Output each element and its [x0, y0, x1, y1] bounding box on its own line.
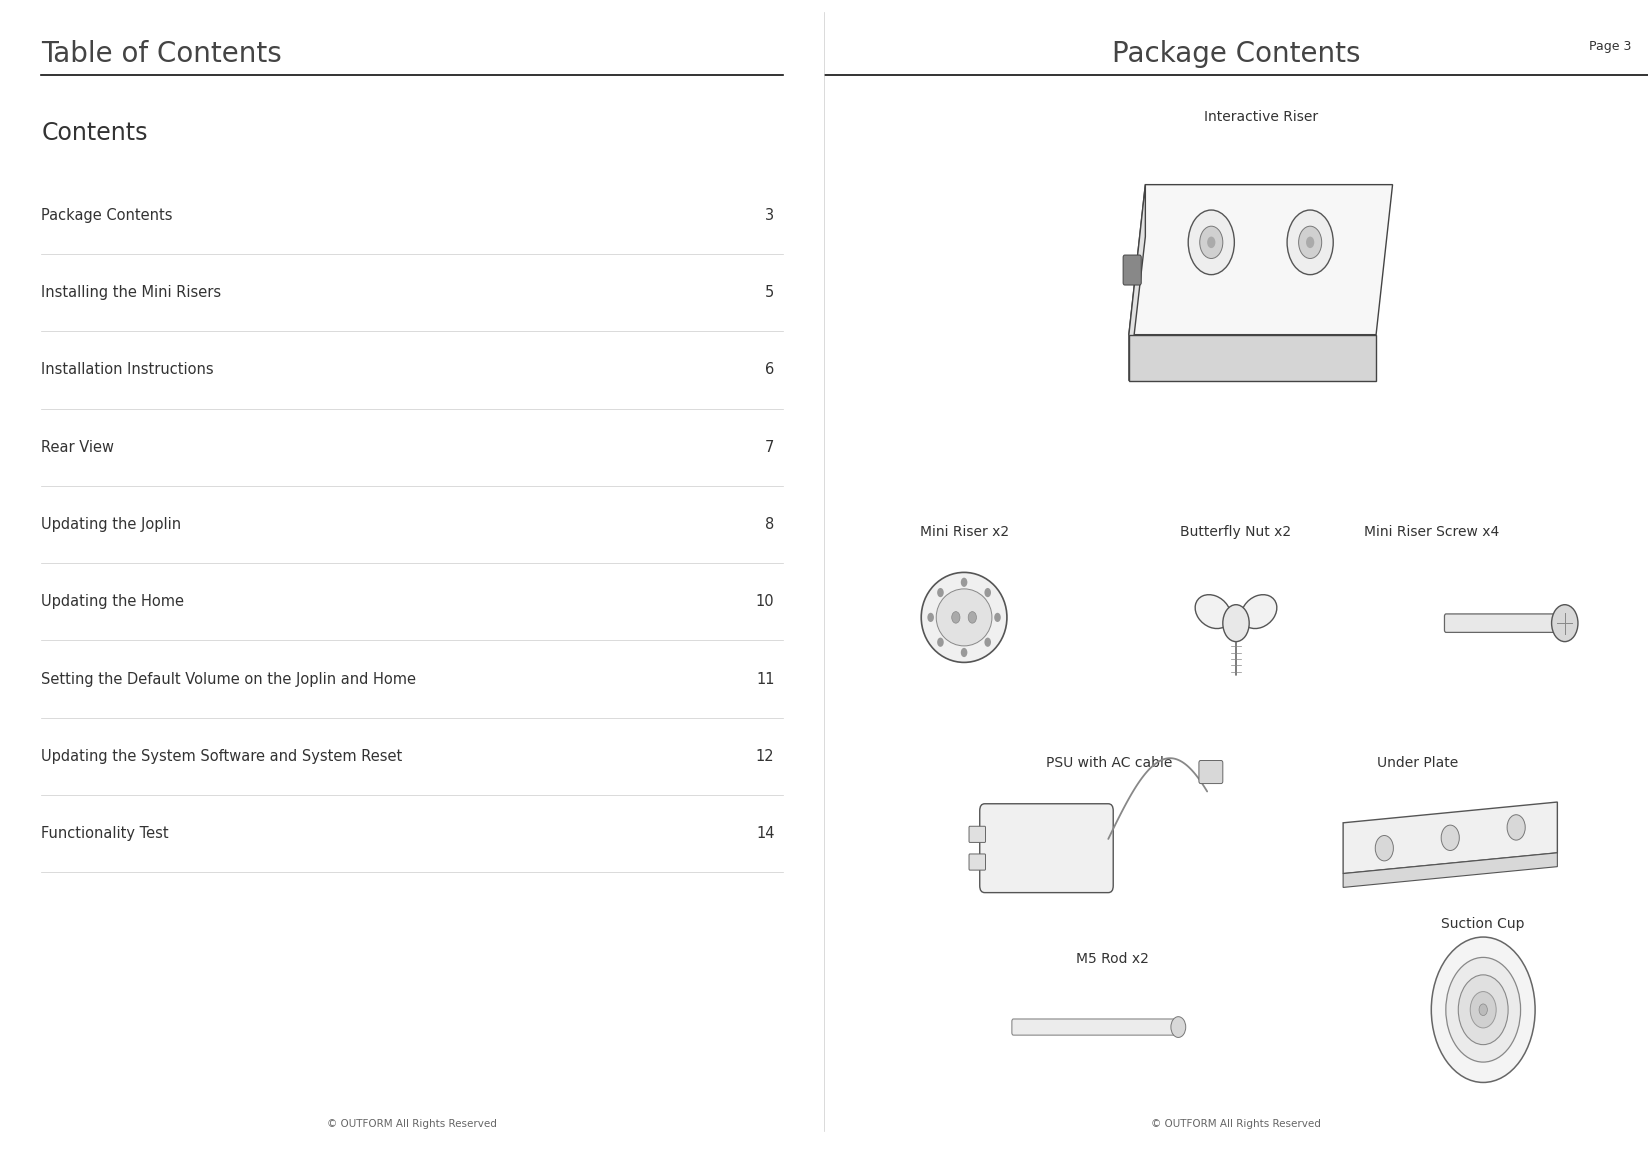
Text: 11: 11	[756, 672, 775, 687]
Circle shape	[1374, 835, 1394, 861]
Text: Mini Riser Screw x4: Mini Riser Screw x4	[1365, 525, 1500, 539]
Polygon shape	[1129, 185, 1393, 335]
Ellipse shape	[1241, 594, 1277, 629]
Circle shape	[1200, 226, 1223, 258]
Text: Rear View: Rear View	[41, 440, 114, 455]
Polygon shape	[1129, 335, 1376, 381]
Circle shape	[961, 578, 967, 587]
FancyBboxPatch shape	[1012, 1019, 1180, 1035]
Circle shape	[969, 612, 976, 623]
Text: Functionality Test: Functionality Test	[41, 826, 168, 841]
Text: Interactive Riser: Interactive Riser	[1203, 110, 1318, 123]
Circle shape	[1506, 815, 1526, 840]
Text: Butterfly Nut x2: Butterfly Nut x2	[1180, 525, 1292, 539]
Text: 12: 12	[756, 749, 775, 764]
FancyBboxPatch shape	[1444, 614, 1554, 632]
Text: © OUTFORM All Rights Reserved: © OUTFORM All Rights Reserved	[1150, 1118, 1322, 1129]
Circle shape	[1170, 1017, 1187, 1037]
Circle shape	[1430, 937, 1536, 1082]
Text: Package Contents: Package Contents	[1112, 40, 1360, 68]
Text: 14: 14	[756, 826, 775, 841]
Circle shape	[1552, 605, 1577, 642]
Circle shape	[1299, 226, 1322, 258]
Circle shape	[984, 638, 990, 647]
Circle shape	[938, 638, 944, 647]
Text: Setting the Default Volume on the Joplin and Home: Setting the Default Volume on the Joplin…	[41, 672, 417, 687]
Text: 7: 7	[765, 440, 775, 455]
Circle shape	[994, 613, 1000, 622]
Text: Contents: Contents	[41, 121, 148, 145]
Circle shape	[1287, 210, 1333, 275]
Text: Table of Contents: Table of Contents	[41, 40, 282, 68]
Circle shape	[1458, 975, 1508, 1044]
Text: Updating the Home: Updating the Home	[41, 594, 185, 609]
FancyBboxPatch shape	[969, 826, 986, 842]
Text: Updating the System Software and System Reset: Updating the System Software and System …	[41, 749, 402, 764]
Polygon shape	[1129, 185, 1145, 381]
Circle shape	[1307, 237, 1313, 248]
Text: Page 3: Page 3	[1589, 40, 1632, 53]
Circle shape	[938, 587, 944, 597]
Circle shape	[928, 613, 934, 622]
Text: 10: 10	[756, 594, 775, 609]
Text: Suction Cup: Suction Cup	[1442, 917, 1524, 931]
Text: Package Contents: Package Contents	[41, 208, 173, 223]
Circle shape	[1445, 958, 1521, 1062]
Text: 5: 5	[765, 285, 775, 300]
Text: Installation Instructions: Installation Instructions	[41, 362, 214, 377]
Text: M5 Rod x2: M5 Rod x2	[1076, 952, 1149, 966]
Circle shape	[1440, 825, 1460, 850]
FancyBboxPatch shape	[1124, 255, 1140, 285]
Text: Mini Riser x2: Mini Riser x2	[920, 525, 1009, 539]
Circle shape	[961, 647, 967, 657]
Circle shape	[1470, 991, 1496, 1028]
Text: © OUTFORM All Rights Reserved: © OUTFORM All Rights Reserved	[326, 1118, 498, 1129]
Polygon shape	[1343, 802, 1557, 874]
Text: 8: 8	[765, 517, 775, 532]
Ellipse shape	[921, 572, 1007, 662]
Circle shape	[984, 587, 990, 597]
Circle shape	[1206, 237, 1215, 248]
Text: Installing the Mini Risers: Installing the Mini Risers	[41, 285, 221, 300]
Text: PSU with AC cable: PSU with AC cable	[1046, 756, 1173, 770]
Circle shape	[953, 612, 959, 623]
Circle shape	[1223, 605, 1249, 642]
Circle shape	[1188, 210, 1234, 275]
Text: Updating the Joplin: Updating the Joplin	[41, 517, 181, 532]
Circle shape	[1478, 1004, 1488, 1016]
FancyBboxPatch shape	[979, 804, 1112, 893]
Ellipse shape	[1195, 594, 1231, 629]
FancyBboxPatch shape	[969, 854, 986, 870]
Text: 6: 6	[765, 362, 775, 377]
Ellipse shape	[936, 589, 992, 646]
Polygon shape	[1343, 853, 1557, 887]
Text: Under Plate: Under Plate	[1376, 756, 1458, 770]
Text: 3: 3	[765, 208, 775, 223]
FancyBboxPatch shape	[1200, 760, 1223, 784]
